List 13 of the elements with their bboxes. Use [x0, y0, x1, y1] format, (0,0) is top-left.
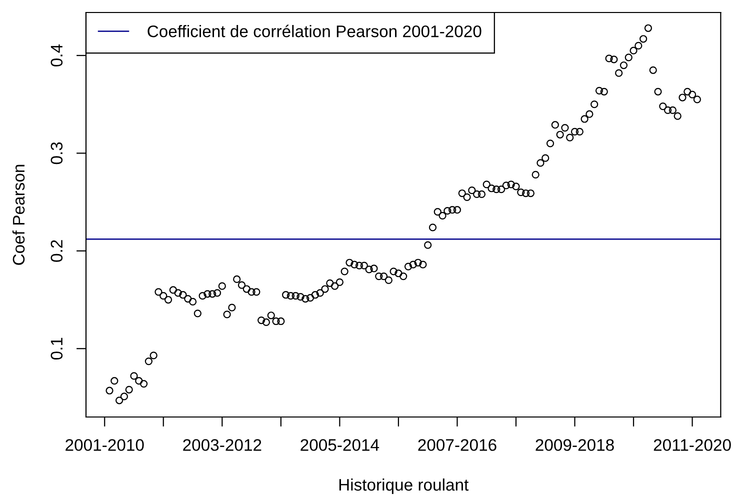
x-tick-label: 2003-2012 [183, 439, 262, 451]
x-tick-label: 2007-2016 [418, 439, 496, 451]
y-axis-title: Coef Pearson [12, 164, 25, 265]
x-axis-title: Historique roulant [339, 478, 469, 494]
legend-label: Coefficient de corrélation Pearson 2001-2020 [148, 24, 482, 38]
x-tick-label: 2001-2010 [66, 439, 144, 451]
x-tick-label: 2009-2018 [536, 439, 614, 451]
y-tick-label: 0.1 [50, 338, 63, 360]
y-tick-label: 0.3 [50, 142, 63, 164]
x-tick-label: 2011-2020 [654, 439, 731, 451]
x-tick-label: 2005-2014 [300, 439, 380, 451]
y-tick-label: 0.4 [50, 44, 63, 66]
y-tick-label: 0.2 [50, 240, 63, 262]
